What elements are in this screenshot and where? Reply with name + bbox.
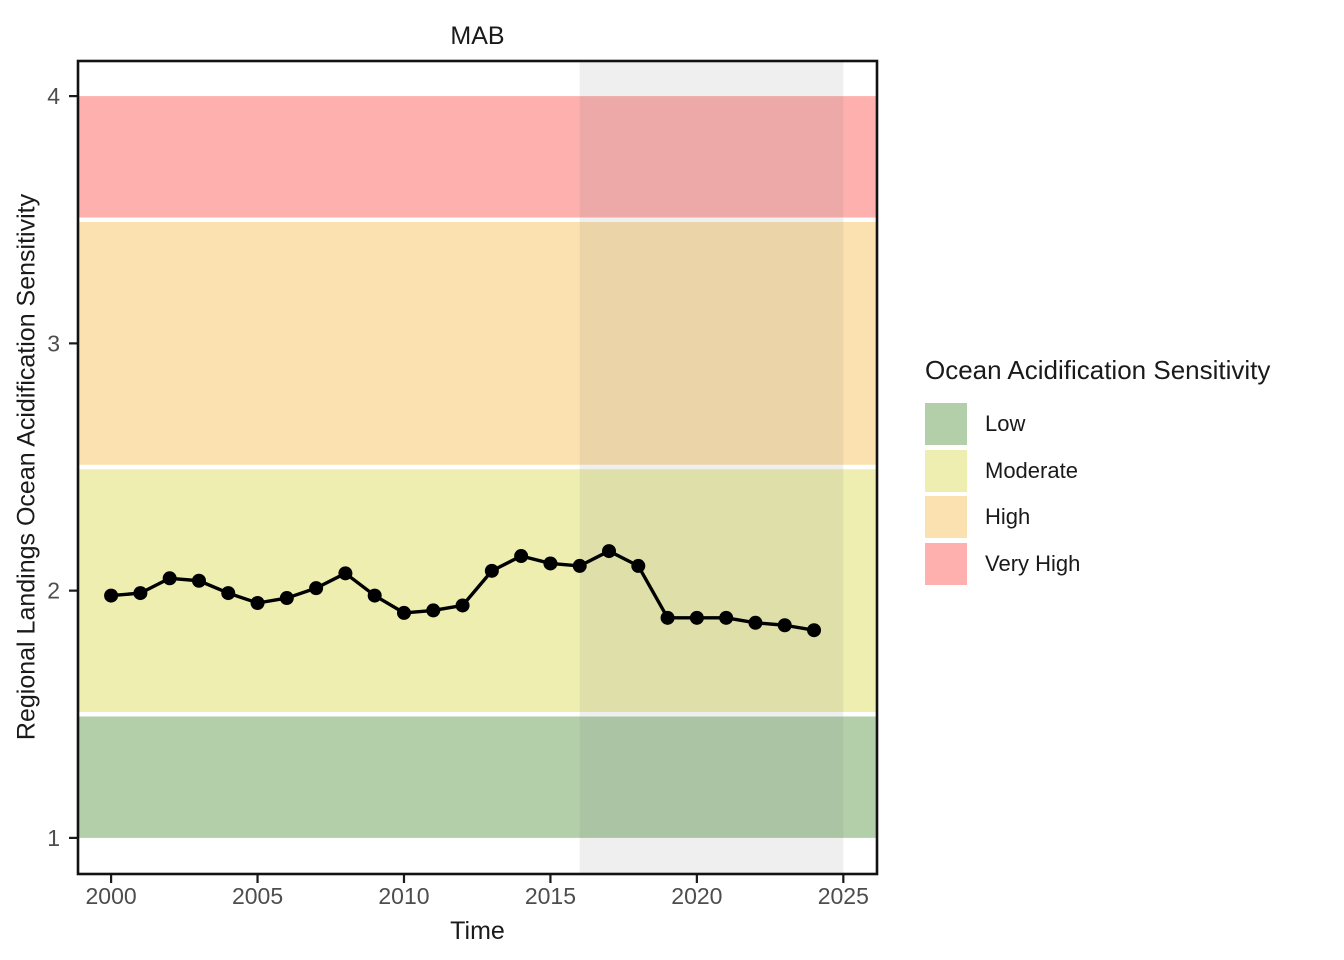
legend-swatch [925, 449, 967, 492]
panel-border [76, 59, 879, 876]
y-tick-label: 1 [47, 825, 60, 851]
data-point [602, 544, 617, 559]
data-point [396, 605, 411, 620]
legend-swatch [925, 496, 967, 538]
x-tick-label: 2015 [525, 883, 576, 909]
data-point [162, 571, 177, 586]
data-point [660, 610, 675, 625]
legend-item-high: High [925, 496, 1270, 538]
y-tick-label: 4 [47, 83, 60, 109]
legend: Ocean Acidification Sensitivity Low Moder… [925, 355, 1270, 585]
data-point [719, 610, 734, 625]
data-point [133, 586, 148, 601]
band-very-high [78, 96, 877, 220]
band-low [78, 714, 877, 838]
x-tick-label: 2020 [671, 883, 722, 909]
legend-item-moderate: Moderate [925, 449, 1270, 492]
data-point [221, 586, 236, 601]
data-point [631, 558, 646, 573]
legend-item-low: Low [925, 403, 1270, 445]
data-point [426, 603, 441, 618]
legend-label: High [985, 504, 1031, 529]
legend-items: Low Moderate High Very High [925, 403, 1270, 585]
data-point [191, 573, 206, 588]
data-point [514, 549, 529, 564]
data-point [309, 581, 324, 596]
data-point [777, 618, 792, 633]
legend-swatch [925, 542, 967, 585]
data-point [279, 591, 294, 606]
x-tick-label: 2010 [378, 883, 429, 909]
x-tick-label: 2025 [818, 883, 869, 909]
x-tick-label: 2005 [232, 883, 283, 909]
data-point [689, 610, 704, 625]
data-point [484, 563, 499, 578]
legend-label: Moderate [985, 457, 1078, 483]
data-point [455, 598, 470, 613]
data-point [250, 596, 265, 610]
data-point [104, 588, 119, 603]
x-axis-title: Time [450, 917, 505, 945]
data-point [807, 623, 822, 638]
legend-swatch [925, 403, 967, 445]
highlight-region [579, 61, 844, 874]
legend-item-very-high: Very High [925, 542, 1270, 585]
data-point [543, 556, 558, 571]
data-point [748, 615, 763, 630]
plot-title: MAB [450, 22, 505, 50]
data-point [338, 566, 353, 581]
data-point [367, 588, 382, 603]
data-point [572, 558, 587, 573]
band-moderate [78, 467, 877, 715]
y-tick-label: 3 [47, 330, 60, 356]
legend-label: Low [985, 411, 1026, 436]
legend-title: Ocean Acidification Sensitivity [925, 355, 1271, 385]
y-tick-label: 2 [47, 578, 60, 604]
x-tick-label: 2000 [86, 883, 137, 909]
band-high [78, 219, 877, 468]
legend-label: Very High [985, 550, 1081, 576]
